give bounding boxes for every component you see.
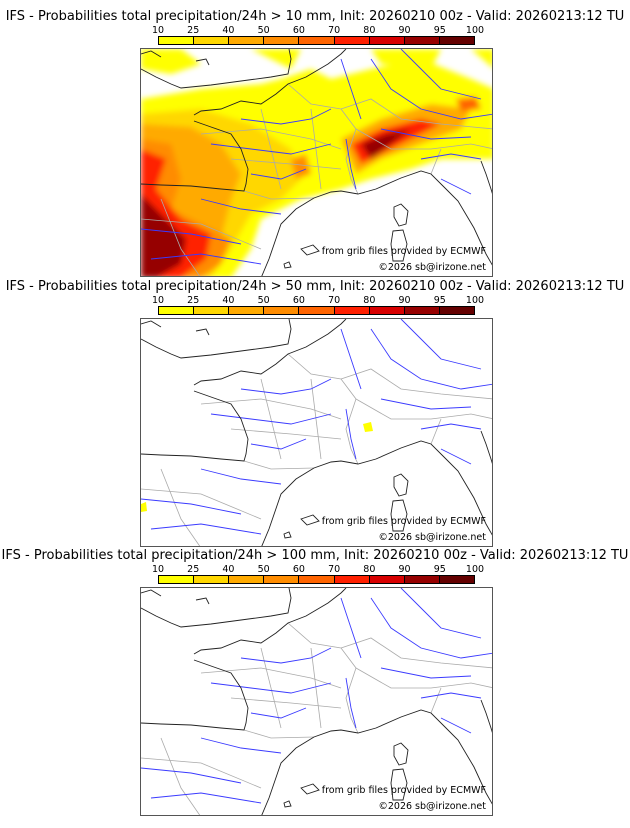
colorbar-segment-10-25	[159, 37, 195, 44]
colorbar-segment-80-90	[369, 307, 405, 314]
colorbar-segment-60-70	[299, 37, 335, 44]
map-canvas	[141, 49, 492, 276]
colorbar-tick-label: 60	[292, 564, 305, 575]
panel-title: IFS - Probabilities total precipitation/…	[5, 279, 625, 294]
colorbar-tick-label: 60	[292, 295, 305, 306]
colorbar-segment-40-50	[229, 307, 265, 314]
panel-100mm: IFS - Probabilities total precipitation/…	[0, 548, 630, 818]
panel-title: IFS - Probabilities total precipitation/…	[1, 548, 629, 563]
colorbar-tick-label: 60	[292, 25, 305, 36]
colorbar-segment-50-60	[264, 37, 300, 44]
data-source-credit: from grib files provided by ECMWF	[321, 246, 486, 257]
colorbar-tick-label: 80	[363, 564, 376, 575]
colorbar-tick-label: 25	[187, 564, 200, 575]
colorbar-segment-25-40	[194, 576, 230, 583]
colorbar-tick-label: 50	[257, 564, 270, 575]
probability-map-50mm[interactable]: from grib files provided by ECMWF ©2026 …	[140, 318, 493, 547]
colorbar-segment-60-70	[299, 576, 335, 583]
colorbar-segment-40-50	[229, 37, 265, 44]
colorbar-tick-label: 25	[187, 25, 200, 36]
colorbar-segment-95-100	[439, 37, 474, 44]
colorbar-segment-70-80	[334, 37, 370, 44]
colorbar-legend	[158, 306, 475, 315]
colorbar-tick-label: 80	[363, 25, 376, 36]
colorbar-segment-90-95	[404, 307, 440, 314]
colorbar-tick-label: 40	[222, 25, 235, 36]
colorbar-segment-10-25	[159, 307, 195, 314]
colorbar-tick-label: 95	[433, 564, 446, 575]
data-source-credit: from grib files provided by ECMWF	[321, 516, 486, 527]
colorbar-tick-label: 100	[465, 25, 485, 36]
colorbar-tick-label: 80	[363, 295, 376, 306]
colorbar-segment-40-50	[229, 576, 265, 583]
colorbar-tick-label: 90	[398, 295, 411, 306]
map-canvas	[141, 588, 492, 815]
colorbar-segment-10-25	[159, 576, 195, 583]
copyright-credit: ©2026 sb@irizone.net	[378, 262, 486, 273]
colorbar-tick-label: 100	[465, 564, 485, 575]
panel-10mm: IFS - Probabilities total precipitation/…	[0, 9, 630, 279]
probability-map-100mm[interactable]: from grib files provided by ECMWF ©2026 …	[140, 587, 493, 816]
colorbar-tick-label: 70	[328, 25, 341, 36]
colorbar-segment-60-70	[299, 307, 335, 314]
colorbar-segment-90-95	[404, 576, 440, 583]
colorbar-segment-70-80	[334, 576, 370, 583]
colorbar-tick-label: 25	[187, 295, 200, 306]
colorbar-segment-80-90	[369, 576, 405, 583]
colorbar-segment-90-95	[404, 37, 440, 44]
probability-map-10mm[interactable]: from grib files provided by ECMWF ©2026 …	[140, 48, 493, 277]
colorbar-segment-70-80	[334, 307, 370, 314]
colorbar-segment-25-40	[194, 37, 230, 44]
colorbar-tick-label: 70	[328, 564, 341, 575]
colorbar-tick-label: 10	[151, 295, 165, 306]
colorbar-ticks: 10 25 40 50 60 70 80 90 95 100	[152, 25, 484, 36]
colorbar-tick-label: 90	[398, 564, 411, 575]
colorbar-ticks: 10 25 40 50 60 70 80 90 95 100	[152, 295, 484, 306]
colorbar-segment-80-90	[369, 37, 405, 44]
colorbar-tick-label: 10	[151, 25, 165, 36]
copyright-credit: ©2026 sb@irizone.net	[378, 801, 486, 812]
colorbar-tick-label: 40	[222, 564, 235, 575]
colorbar-segment-95-100	[439, 307, 474, 314]
colorbar-segment-95-100	[439, 576, 474, 583]
precip-probability-field	[141, 422, 373, 512]
colorbar-segment-50-60	[264, 576, 300, 583]
colorbar-tick-label: 95	[433, 25, 446, 36]
colorbar-legend	[158, 575, 475, 584]
colorbar-segment-25-40	[194, 307, 230, 314]
colorbar-tick-label: 40	[222, 295, 235, 306]
map-canvas	[141, 319, 492, 546]
data-source-credit: from grib files provided by ECMWF	[321, 785, 486, 796]
colorbar-ticks: 10 25 40 50 60 70 80 90 95 100	[152, 564, 484, 575]
panel-title: IFS - Probabilities total precipitation/…	[5, 9, 625, 24]
panel-50mm: IFS - Probabilities total precipitation/…	[0, 279, 630, 547]
colorbar-tick-label: 10	[151, 564, 165, 575]
copyright-credit: ©2026 sb@irizone.net	[378, 532, 486, 543]
colorbar-tick-label: 100	[465, 295, 485, 306]
colorbar-tick-label: 50	[257, 295, 270, 306]
colorbar-tick-label: 70	[328, 295, 341, 306]
precip-probability-field	[141, 49, 492, 276]
colorbar-tick-label: 95	[433, 295, 446, 306]
colorbar-tick-label: 50	[257, 25, 270, 36]
colorbar-tick-label: 90	[398, 25, 411, 36]
colorbar-legend	[158, 36, 475, 45]
colorbar-segment-50-60	[264, 307, 300, 314]
